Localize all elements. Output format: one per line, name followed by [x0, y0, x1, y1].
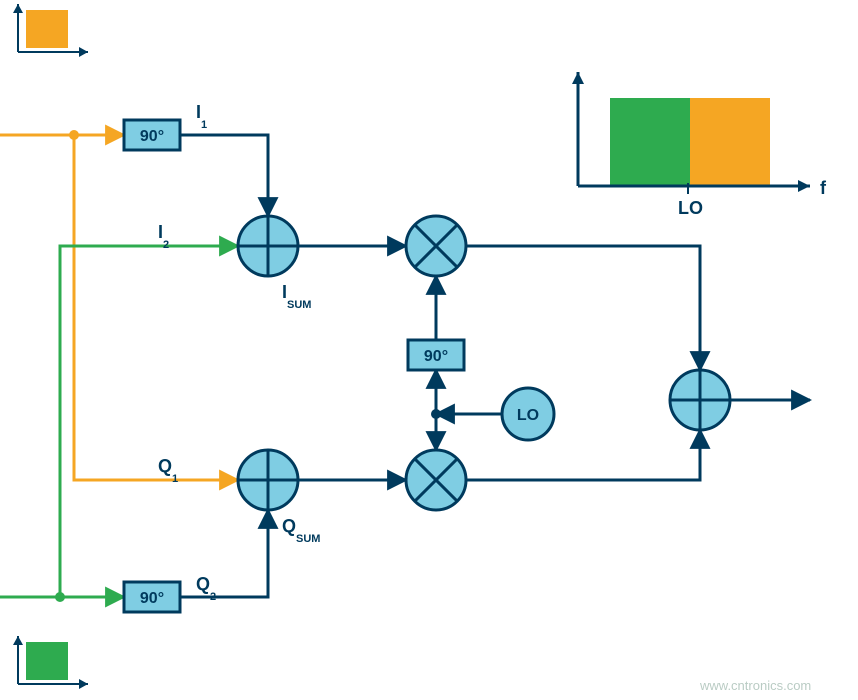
label-isum: ISUM [282, 282, 311, 311]
spectrum-bar [26, 642, 68, 680]
label-i1: I1 [196, 102, 207, 131]
wire [74, 135, 238, 480]
phase-90-label: 90° [140, 590, 164, 607]
axis-x-arrow [79, 47, 88, 57]
axis-y-arrow [13, 636, 23, 645]
lo-spectrum-label: LO [678, 198, 703, 218]
axis-x-arrow [79, 679, 88, 689]
label-qsum: QSUM [282, 516, 320, 545]
spectrum-bar [26, 10, 68, 48]
wire [466, 246, 700, 370]
phase-90-label: 90° [140, 128, 164, 145]
output-spectrum-upper [690, 98, 770, 186]
axis-y-arrow [13, 4, 23, 13]
watermark: www.cntronics.com [699, 678, 811, 693]
phase-90-label: 90° [424, 348, 448, 365]
lo-source-label: LO [517, 407, 539, 424]
output-spectrum-lower [610, 98, 690, 186]
output-axis-y-arrow [572, 72, 584, 84]
output-axis-x-arrow [798, 180, 810, 192]
axis-f-label: f [820, 178, 827, 198]
wire [60, 246, 238, 597]
wire [180, 510, 268, 597]
wire [180, 135, 268, 216]
wire [466, 430, 700, 480]
label-q2: Q2 [196, 574, 216, 603]
